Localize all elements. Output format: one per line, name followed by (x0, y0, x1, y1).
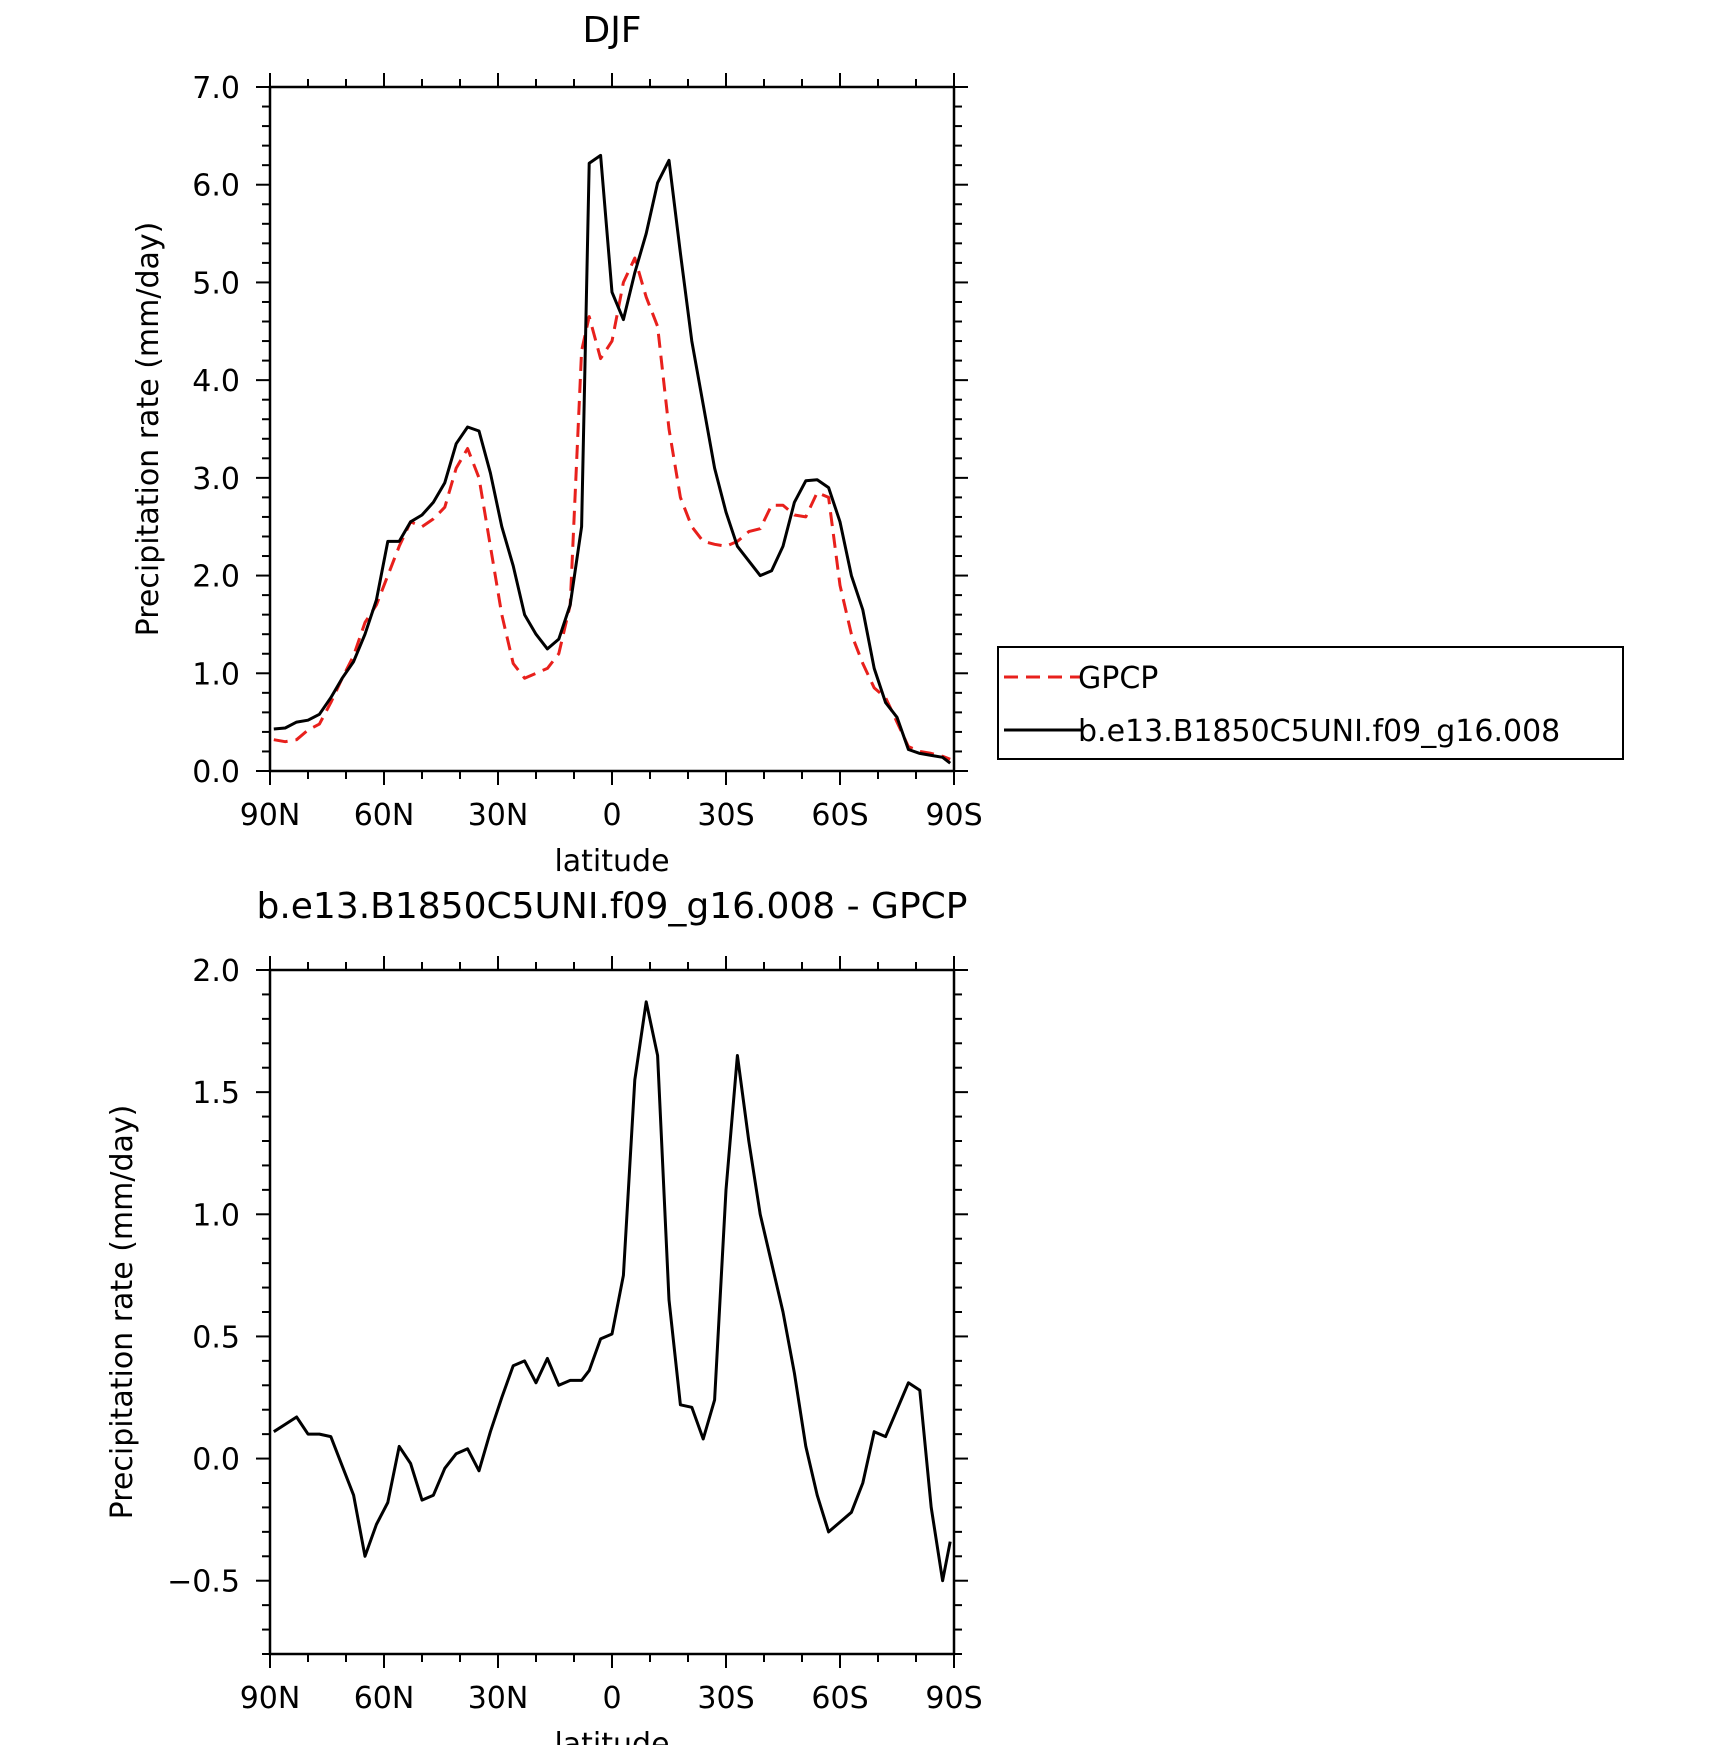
x-tick-label: 90N (240, 798, 301, 833)
x-tick-label: 30S (697, 798, 754, 833)
series-line (272, 1000, 952, 1583)
x-tick-label: 30N (468, 1681, 529, 1716)
x-tick-label: 90S (925, 798, 982, 833)
x-tick-label: 30N (468, 798, 529, 833)
tick-marks (256, 73, 968, 785)
legend: GPCP b.e13.B1850C5UNI.f09_g16.008 (997, 646, 1624, 760)
legend-label: GPCP (1078, 661, 1158, 696)
y-tick-label: 4.0 (192, 364, 240, 399)
y-tick-label: 3.0 (192, 462, 240, 497)
y-tick-label: 1.5 (192, 1076, 240, 1111)
y-tick-label: 0.0 (192, 755, 240, 790)
y-tick-label: 2.0 (192, 954, 240, 989)
legend-box (997, 646, 1624, 760)
y-axis-label: Precipitation rate (mm/day) (131, 222, 166, 637)
plot-frame (268, 85, 956, 773)
legend-label: b.e13.B1850C5UNI.f09_g16.008 (1078, 714, 1560, 749)
y-axis-label: Precipitation rate (mm/day) (105, 1105, 140, 1520)
y-tick-label: 2.0 (192, 560, 240, 595)
x-tick-label: 60N (354, 798, 415, 833)
y-tick-label: 1.0 (192, 657, 240, 692)
series-line (273, 256, 951, 761)
x-axis-label: latitude (554, 844, 669, 879)
y-tick-label: −0.5 (167, 1565, 240, 1600)
top-chart: DJF 90N 60N 30N 0 30S 60S 90S 0.0 1.0 2.0 3.0 4.0 5.0… (131, 10, 1624, 879)
x-tick-label: 90N (240, 1681, 301, 1716)
y-tick-label: 0.5 (192, 1320, 240, 1355)
y-tick-label: 5.0 (192, 266, 240, 301)
y-tick-label: 0.0 (192, 1443, 240, 1478)
chart-title: b.e13.B1850C5UNI.f09_g16.008 - GPCP (256, 886, 967, 927)
x-tick-label: 0 (602, 798, 621, 833)
y-tick-label: 7.0 (192, 71, 240, 106)
x-axis-label: latitude (554, 1727, 669, 1745)
x-tick-label: 60S (811, 1681, 868, 1716)
x-tick-label: 0 (602, 1681, 621, 1716)
plot-frame (268, 968, 956, 1656)
series-line (273, 153, 952, 765)
y-tick-label: 1.0 (192, 1198, 240, 1233)
chart-title: DJF (582, 10, 641, 51)
x-tick-label: 30S (697, 1681, 754, 1716)
y-tick-label: 6.0 (192, 169, 240, 204)
x-tick-label: 90S (925, 1681, 982, 1716)
x-tick-label: 60S (811, 798, 868, 833)
bottom-chart: b.e13.B1850C5UNI.f09_g16.008 - GPCP 90N 60… (105, 886, 983, 1745)
x-tick-label: 60N (354, 1681, 415, 1716)
tick-marks (256, 956, 968, 1668)
